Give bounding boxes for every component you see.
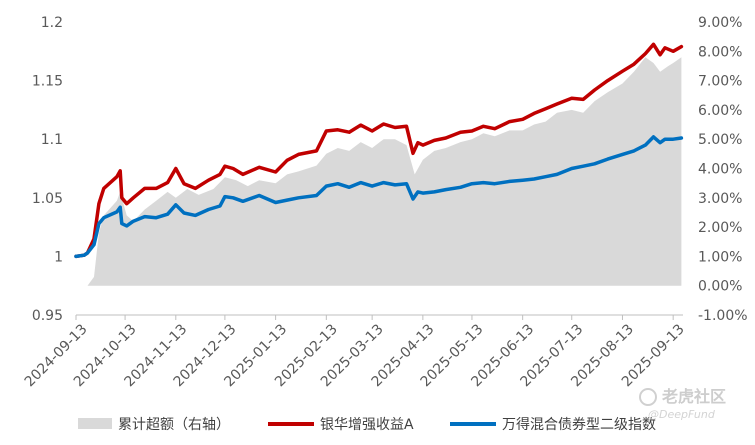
watermark-logo-icon xyxy=(639,388,657,406)
excess-area-layer xyxy=(76,57,682,286)
legend-excess-label: 累计超额（右轴） xyxy=(118,417,230,433)
legend-wind-index-label: 万得混合债券型二级指数 xyxy=(502,416,656,433)
left-y-tick-label: 1.2 xyxy=(41,15,63,31)
right-y-axis: -1.00% 0.00% 1.00% 2.00% 3.00% 4.00% 5.00% 6.00… xyxy=(698,15,748,324)
right-y-tick-label: -1.00% xyxy=(698,308,748,324)
left-y-tick-label: 1.1 xyxy=(41,132,63,148)
left-y-tick-label: 1 xyxy=(54,249,63,265)
right-y-tick-label: 3.00% xyxy=(698,191,742,207)
series-wind-index-line xyxy=(74,135,684,259)
right-y-tick-label: 8.00% xyxy=(698,44,742,60)
right-y-tick-label: 6.00% xyxy=(698,103,742,119)
series-excess-area xyxy=(76,57,682,286)
right-y-tick-label: 9.00% xyxy=(698,15,742,31)
series-yinhua-line xyxy=(74,42,684,259)
right-y-tick-label: 7.00% xyxy=(698,74,742,90)
left-y-axis: 0.95 1 1.05 1.1 1.15 1.2 xyxy=(32,15,63,324)
legend-excess-swatch xyxy=(78,418,112,429)
line-series-layer xyxy=(74,42,684,259)
left-y-tick-label: 1.05 xyxy=(32,191,63,207)
right-y-tick-label: 4.00% xyxy=(698,162,742,178)
x-axis: 2024-09-132024-10-132024-11-132024-12-13… xyxy=(22,314,688,390)
legend-yinhua-label: 银华增强收益A xyxy=(320,417,414,433)
right-y-tick-label: 2.00% xyxy=(698,220,742,236)
right-y-tick-label: 0.00% xyxy=(698,279,742,295)
left-y-tick-label: 1.15 xyxy=(32,74,63,90)
legend: 累计超额（右轴） 银华增强收益A 万得混合债券型二级指数 xyxy=(78,416,656,433)
watermark-handle: @DeepFund xyxy=(648,408,716,421)
watermark: 老虎社区 @DeepFund xyxy=(639,387,726,421)
right-y-tick-label: 5.00% xyxy=(698,132,742,148)
left-y-tick-label: 0.95 xyxy=(32,308,63,324)
right-y-tick-label: 1.00% xyxy=(698,249,742,265)
watermark-brand: 老虎社区 xyxy=(661,387,726,406)
